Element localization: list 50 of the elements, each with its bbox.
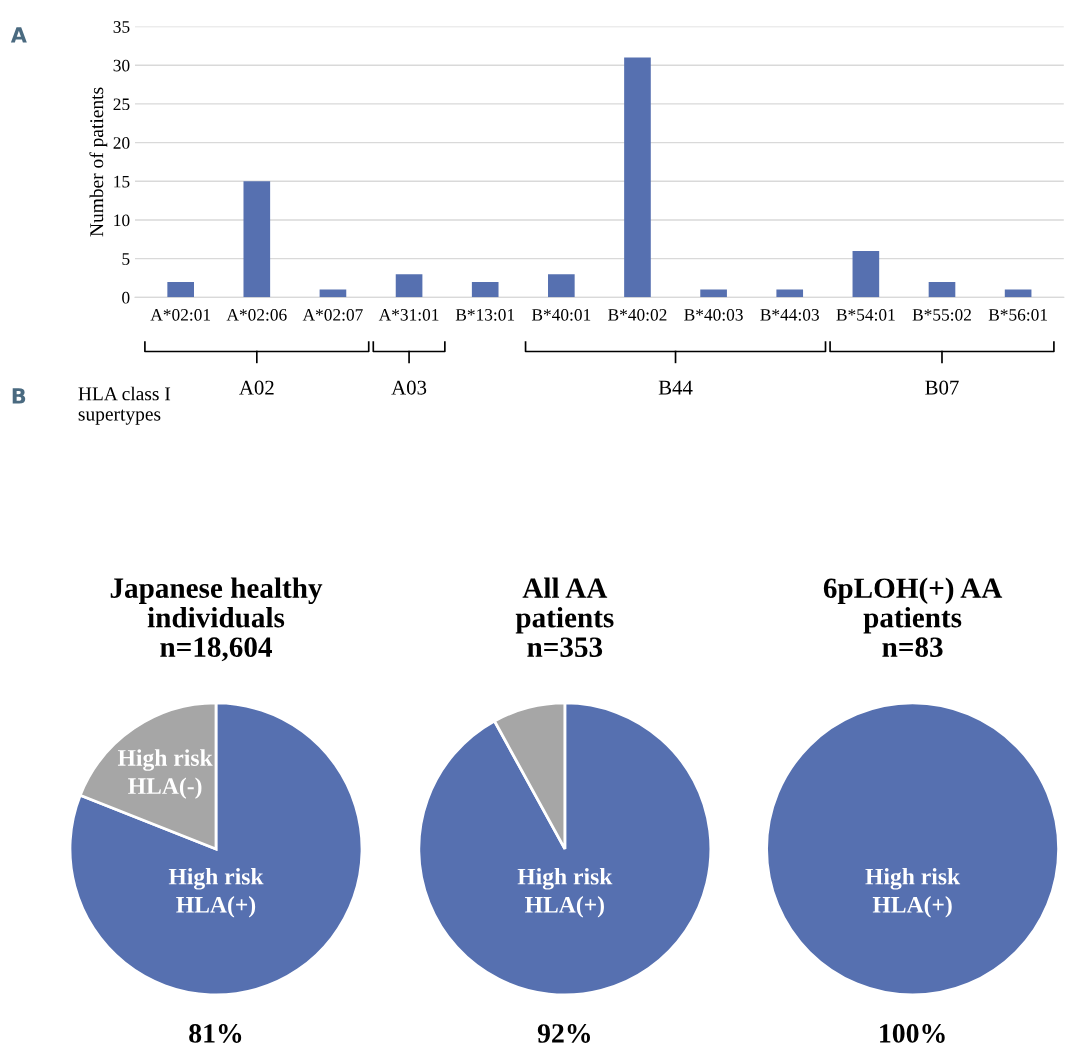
x-tick-label: B*40:01	[531, 308, 591, 321]
chart-title: Japanese healthy individuals n=18,604	[110, 577, 323, 662]
y-axis-title: Number of patients	[89, 87, 108, 237]
text: HLA class I supertypes	[78, 386, 171, 425]
pie-slice	[68, 701, 364, 997]
bar	[243, 181, 271, 298]
y-tick-label: 10	[114, 214, 130, 227]
text: A02	[239, 380, 274, 395]
y-tick-label: 25	[113, 98, 130, 111]
text: B44	[658, 380, 693, 395]
slice-label: High risk HLA(+)	[517, 867, 613, 918]
data-label: 81%	[189, 1024, 242, 1043]
x-tick-label: A*02:06	[226, 308, 287, 321]
y-tick-label: 35	[113, 21, 130, 33]
y-tick-label: 5	[122, 253, 130, 265]
x-tick-label: A*31:01	[378, 308, 439, 321]
data-label: 100%	[880, 1024, 945, 1043]
slice-label: High risk HLA(-)	[117, 749, 213, 799]
x-tick-label: B*13:01	[455, 308, 515, 321]
bar	[395, 274, 423, 298]
text: A	[10, 27, 27, 43]
y-tick-label: 30	[113, 59, 130, 72]
bar	[852, 250, 880, 298]
bar	[471, 281, 499, 298]
bar	[548, 274, 575, 298]
x-tick-label: A*02:01	[150, 308, 211, 321]
chart-title: 6pLOH(+) AA patients n=83	[823, 577, 1003, 658]
y-tick-label: 20	[113, 137, 130, 149]
slice-label: High risk HLA(+)	[168, 867, 264, 918]
bar	[776, 289, 804, 298]
x-tick-label: B*40:02	[608, 308, 667, 321]
slice-label: High risk HLA(+)	[865, 867, 961, 918]
data-label: 92%	[537, 1024, 591, 1043]
chart-title: All AA patients n=353	[515, 577, 614, 658]
x-tick-label: B*56:01	[988, 308, 1047, 321]
bar	[167, 281, 194, 298]
bar	[700, 289, 727, 298]
x-tick-label: A*02:07	[302, 308, 363, 321]
x-tick-label: B*54:01	[836, 308, 895, 321]
x-tick-label: B*55:02	[912, 308, 971, 321]
text: B07	[925, 380, 959, 395]
x-tick-label: B*40:03	[684, 308, 743, 321]
x-tick-label: B*44:03	[760, 308, 819, 321]
text: B	[12, 388, 26, 404]
y-tick-label: 0	[122, 291, 130, 304]
bar	[624, 57, 651, 298]
pie-slice	[417, 701, 713, 997]
text: A03	[391, 380, 427, 395]
y-tick-label: 15	[114, 175, 130, 188]
bar	[928, 281, 956, 298]
